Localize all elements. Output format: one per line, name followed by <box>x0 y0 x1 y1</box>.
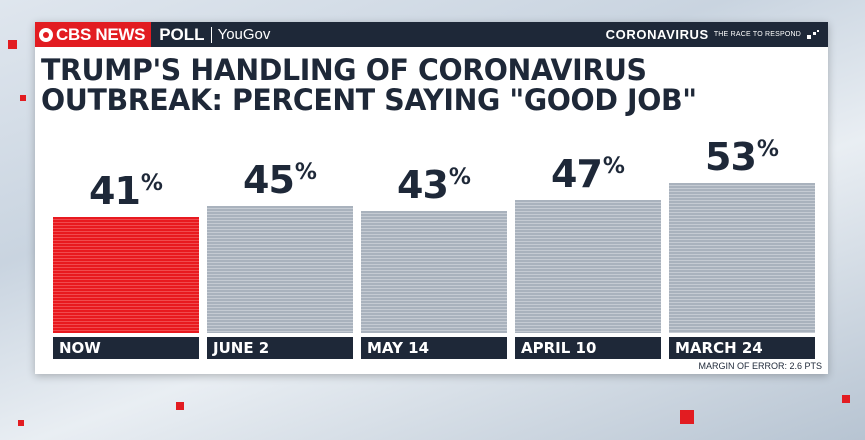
bg-decor-square <box>20 95 26 101</box>
brand-poll: POLL <box>159 24 205 44</box>
poll-graphic-panel: CBS NEWS POLL YouGov CORONAVIRUS THE RAC… <box>35 22 828 374</box>
bg-decor-square <box>842 395 850 403</box>
category-label-text: MARCH 24 <box>675 339 763 357</box>
category-label: MAY 14 <box>361 337 507 359</box>
data-label: 45% <box>207 158 353 202</box>
data-label-percent: % <box>140 171 163 196</box>
data-label-value: 43 <box>397 163 449 207</box>
bar-now <box>53 217 199 333</box>
category-label: NOW <box>53 337 199 359</box>
data-label-value: 41 <box>89 169 141 213</box>
data-label-percent: % <box>448 165 471 190</box>
header-bar: CBS NEWS POLL YouGov CORONAVIRUS THE RAC… <box>35 22 828 47</box>
category-label-text: MAY 14 <box>367 339 430 357</box>
brand-lockup: CBS NEWS POLL YouGov <box>35 22 270 47</box>
topic-subtitle: THE RACE TO RESPOND <box>713 31 801 38</box>
data-label: 47% <box>515 152 661 196</box>
data-label-value: 47 <box>551 152 603 196</box>
data-label-percent: % <box>756 137 779 162</box>
brand-divider <box>210 26 212 43</box>
topic-title: CORONAVIRUS <box>605 27 709 42</box>
chart-title: TRUMP'S HANDLING OF CORONAVIRUS OUTBREAK… <box>41 53 697 117</box>
data-label-percent: % <box>602 154 625 179</box>
category-label: JUNE 2 <box>207 337 353 359</box>
bg-decor-square <box>176 402 184 410</box>
topic-lockup: CORONAVIRUS THE RACE TO RESPOND <box>606 22 820 47</box>
category-label: APRIL 10 <box>515 337 661 359</box>
margin-of-error-note: MARGIN OF ERROR: 2.6 PTS <box>698 361 822 371</box>
data-label-percent: % <box>294 160 317 185</box>
bar-march-24 <box>669 183 815 333</box>
brand-name: CBS NEWS <box>56 24 146 44</box>
bg-decor-square <box>18 420 24 426</box>
data-label-value: 53 <box>705 135 757 179</box>
brand-partner: YouGov <box>217 26 271 43</box>
bar-may-14 <box>361 211 507 333</box>
data-label-value: 45 <box>243 158 295 202</box>
data-label: 43% <box>361 163 507 207</box>
bar-june-2 <box>207 206 353 333</box>
bg-decor-square <box>680 410 694 424</box>
brand-logo: CBS NEWS <box>35 22 152 47</box>
bar-april-10 <box>515 200 661 333</box>
cbs-eye-icon <box>39 27 53 42</box>
category-label-text: NOW <box>59 339 101 357</box>
data-label: 53% <box>669 135 815 179</box>
dots-icon <box>807 29 819 39</box>
bar-chart: 41% NOW 45% JUNE 2 43% MAY 14 47% APRIL 10 53% MA… <box>35 22 828 374</box>
data-label: 41% <box>53 169 199 213</box>
category-label-text: JUNE 2 <box>213 339 270 357</box>
category-label: MARCH 24 <box>669 337 815 359</box>
bg-decor-square <box>8 40 17 49</box>
category-label-text: APRIL 10 <box>521 339 597 357</box>
